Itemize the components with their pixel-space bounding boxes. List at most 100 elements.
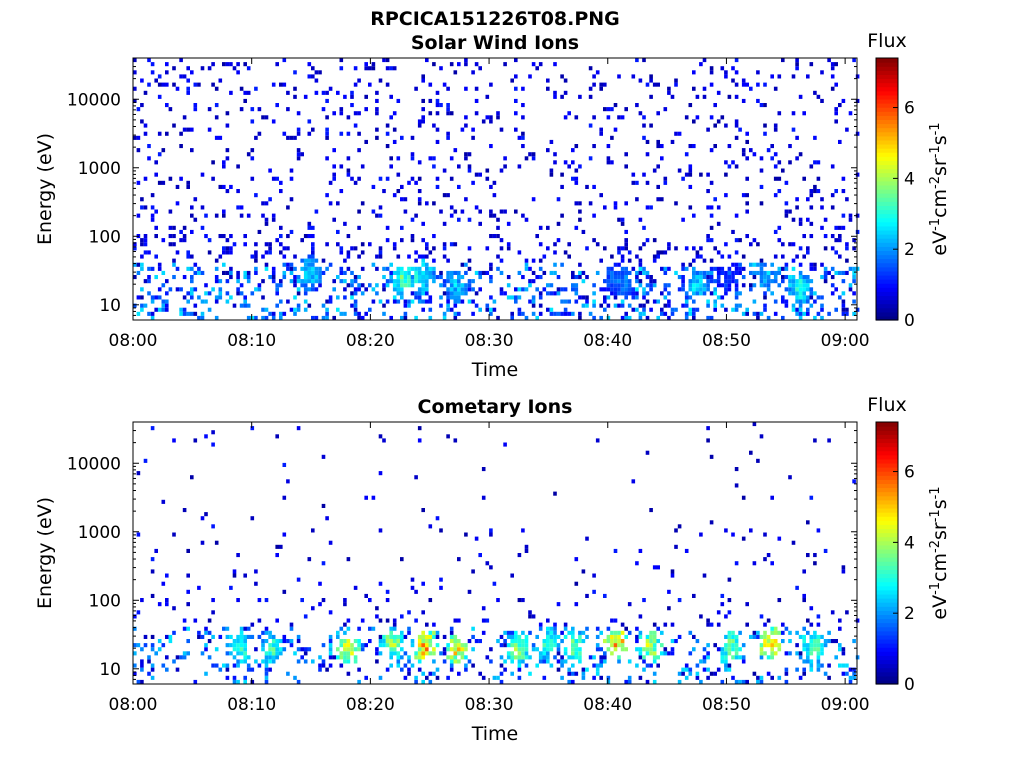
heatmap-cell: [307, 270, 312, 275]
heatmap-cell: [724, 279, 728, 284]
heatmap-cell: [471, 135, 475, 140]
heatmap-cell: [848, 111, 853, 116]
heatmap-cell: [734, 82, 739, 87]
heatmap-cell: [314, 209, 319, 214]
heatmap-cell: [830, 164, 835, 169]
heatmap-cell: [645, 299, 650, 304]
heatmap-cell: [741, 148, 746, 153]
heatmap-cell: [325, 266, 329, 271]
heatmap-cell: [688, 283, 693, 288]
heatmap-cell: [667, 291, 671, 296]
heatmap-cell: [588, 201, 593, 206]
heatmap-cell: [243, 647, 247, 652]
heatmap-cell: [478, 221, 482, 226]
heatmap-cell: [784, 671, 789, 676]
heatmap-cell: [214, 258, 219, 263]
heatmap-cell: [763, 639, 767, 644]
heatmap-cell: [809, 659, 814, 664]
heatmap-cell: [190, 213, 194, 218]
heatmap-cell: [346, 283, 351, 288]
heatmap-cell: [542, 287, 547, 292]
heatmap-cell: [133, 643, 137, 648]
colorbar-swatch: [876, 507, 898, 513]
heatmap-cell: [620, 254, 625, 259]
heatmap-cell: [222, 270, 226, 275]
heatmap-cell: [140, 197, 144, 202]
heatmap-cell: [417, 270, 422, 275]
heatmap-cell: [660, 250, 664, 255]
heatmap-cell: [852, 639, 856, 644]
heatmap-cell: [734, 561, 739, 566]
heatmap-cell: [802, 643, 806, 648]
heatmap-cell: [222, 262, 226, 267]
heatmap-cell: [816, 176, 821, 181]
heatmap-cell: [293, 70, 297, 75]
heatmap-cell: [595, 70, 600, 75]
heatmap-cell: [400, 614, 404, 619]
heatmap-cell: [186, 127, 190, 132]
heatmap-cell: [442, 315, 447, 320]
heatmap-cell: [268, 630, 272, 635]
heatmap-cell: [588, 94, 593, 99]
heatmap-cell: [635, 307, 639, 312]
colorbar-swatch: [876, 115, 898, 120]
heatmap-cell: [841, 291, 846, 296]
heatmap-cell: [261, 659, 265, 664]
heatmap-cell: [610, 266, 614, 271]
heatmap-cell: [378, 205, 383, 210]
heatmap-cell: [257, 283, 262, 288]
heatmap-cell: [499, 270, 504, 275]
heatmap-cell: [795, 135, 799, 140]
heatmap-cell: [734, 655, 739, 660]
heatmap-cell: [140, 254, 144, 259]
heatmap-cell: [538, 295, 543, 300]
heatmap-cell: [624, 647, 628, 652]
heatmap-cell: [802, 254, 806, 259]
heatmap-cell: [446, 675, 450, 680]
heatmap-cell: [524, 548, 529, 553]
heatmap-cell: [524, 643, 529, 648]
heatmap-cell: [670, 311, 675, 316]
heatmap-cell: [517, 639, 522, 644]
heatmap-cell: [809, 221, 814, 226]
heatmap-cell: [734, 467, 739, 472]
heatmap-cell: [574, 168, 579, 173]
heatmap-cell: [336, 90, 340, 95]
heatmap-cell: [161, 581, 166, 586]
heatmap-cell: [809, 647, 814, 652]
heatmap-cell: [303, 266, 308, 271]
heatmap-cell: [503, 639, 507, 644]
heatmap-cell: [798, 655, 803, 660]
heatmap-cell: [464, 197, 468, 202]
heatmap-cell: [225, 270, 230, 275]
heatmap-cell: [318, 70, 322, 75]
heatmap-cell: [610, 107, 614, 112]
colorbar-swatch: [876, 520, 898, 525]
heatmap-cell: [236, 189, 240, 194]
heatmap-cell: [567, 671, 571, 676]
colorbar-swatch: [876, 634, 898, 640]
heatmap-cell: [471, 127, 475, 132]
heatmap-cell: [571, 176, 575, 181]
x-axis: 08:00 08:10 08:20 08:30 08:40 08:50 09:00: [109, 58, 870, 351]
heatmap-cell: [368, 639, 372, 644]
heatmap-cell: [549, 647, 554, 652]
heatmap-cell: [236, 291, 240, 296]
heatmap-cell: [702, 659, 707, 664]
heatmap-cell: [734, 270, 739, 275]
heatmap-cell: [806, 647, 810, 652]
heatmap-cell: [517, 634, 522, 639]
heatmap-cell: [514, 634, 518, 639]
heatmap-cell: [535, 287, 539, 292]
heatmap-cell: [204, 283, 208, 288]
heatmap-cell: [414, 250, 418, 255]
heatmap-cell: [339, 58, 344, 63]
heatmap-cell: [809, 639, 814, 644]
heatmap-cell: [357, 209, 361, 214]
heatmap-cell: [709, 622, 714, 627]
heatmap-cell: [271, 82, 276, 87]
heatmap-cell: [716, 266, 721, 271]
heatmap-cell: [542, 270, 547, 275]
heatmap-cell: [610, 283, 614, 288]
heatmap-cell: [275, 238, 279, 243]
